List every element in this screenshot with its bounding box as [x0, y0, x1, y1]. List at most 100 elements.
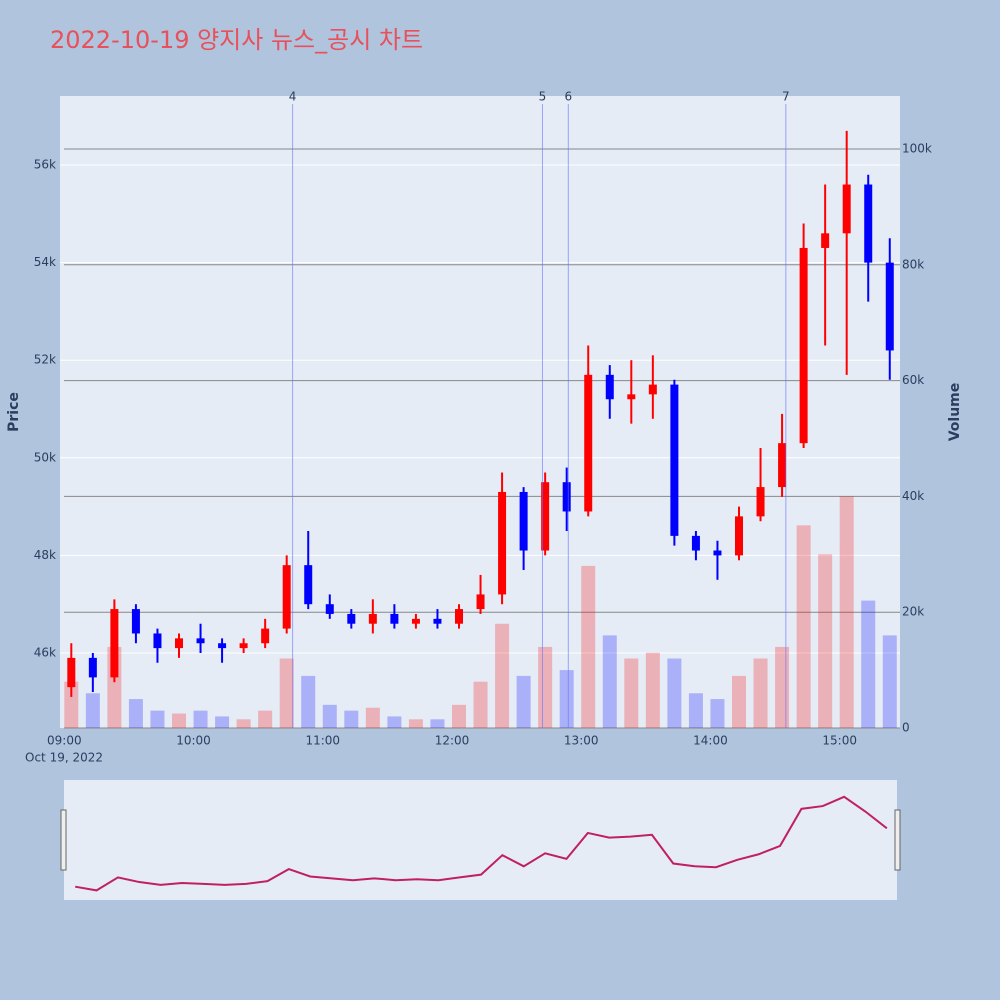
- y-tick-label: 54k: [34, 255, 56, 269]
- candle-body: [821, 233, 830, 248]
- y2-tick-label: 100k: [902, 141, 932, 155]
- candle-body: [799, 247, 808, 444]
- range-slider[interactable]: [64, 780, 897, 900]
- y-tick-label: 50k: [34, 450, 56, 464]
- candle-body: [282, 565, 291, 629]
- candle-body: [670, 384, 679, 536]
- candle-body: [196, 638, 205, 644]
- candle-body: [175, 638, 183, 649]
- candle-body: [411, 618, 420, 624]
- candle-body: [261, 628, 270, 644]
- candle-body: [304, 565, 313, 605]
- volume-bar: [818, 554, 833, 728]
- volume-bar: [753, 658, 768, 728]
- news-label: 4: [289, 90, 297, 104]
- volume-bar: [710, 699, 725, 728]
- candle-body: [541, 482, 550, 551]
- plot-area: [60, 96, 900, 728]
- volume-bar: [667, 658, 682, 728]
- candle-body: [368, 613, 377, 624]
- candle-body: [218, 643, 227, 649]
- chart-title: 2022-10-19 양지사 뉴스_공시 차트: [50, 26, 423, 54]
- candle-body: [110, 609, 119, 678]
- volume-bar: [215, 716, 230, 728]
- volume-bar: [85, 693, 100, 728]
- x-tick-label: 10:00: [176, 734, 211, 748]
- volume-bar: [516, 675, 531, 728]
- volume-bar: [452, 704, 466, 728]
- candle-body: [691, 535, 700, 551]
- y-tick-label: 52k: [34, 353, 56, 367]
- candle-body: [153, 633, 162, 649]
- volume-bar: [538, 646, 553, 728]
- volume-bar: [430, 719, 445, 728]
- x-date-label: Oct 19, 2022: [25, 751, 103, 765]
- news-label: 6: [564, 90, 572, 104]
- volume-bar: [150, 710, 165, 728]
- candle-body: [562, 482, 571, 512]
- range-handle[interactable]: [60, 809, 67, 871]
- range-handle[interactable]: [894, 809, 901, 871]
- x-tick-label: 09:00: [47, 734, 82, 748]
- volume-bar: [64, 681, 79, 728]
- x-tick-label: 11:00: [305, 734, 340, 748]
- candle-body: [347, 613, 356, 624]
- candle-body: [476, 594, 485, 610]
- volume-bar: [796, 525, 811, 728]
- candle-body: [88, 657, 97, 678]
- candle-body: [735, 516, 743, 556]
- volume-bar: [172, 713, 186, 728]
- y-tick-label: 46k: [34, 645, 56, 659]
- y2-tick-label: 40k: [902, 489, 924, 503]
- volume-bar: [473, 681, 488, 728]
- x-tick-label: 12:00: [435, 734, 470, 748]
- x-tick-label: 14:00: [693, 734, 728, 748]
- candle-body: [239, 643, 248, 649]
- candle-body: [584, 374, 593, 512]
- volume-bar: [495, 623, 510, 728]
- y-tick-label: 56k: [34, 158, 56, 172]
- volume-bar: [258, 710, 273, 728]
- volume-bar: [344, 710, 359, 728]
- y2-axis-title: Volume: [947, 383, 963, 442]
- news-label: 5: [539, 90, 547, 104]
- volume-bar: [301, 675, 316, 728]
- y2-tick-label: 80k: [902, 257, 924, 271]
- y2-tick-label: 0: [902, 721, 910, 735]
- volume-bar: [861, 600, 876, 728]
- volume-bar: [408, 719, 423, 728]
- volume-bar: [559, 670, 574, 728]
- candle-body: [627, 394, 636, 400]
- candle-body: [519, 491, 528, 551]
- x-tick-label: 13:00: [564, 734, 599, 748]
- candle-body: [498, 491, 507, 595]
- y2-tick-label: 20k: [902, 605, 924, 619]
- candle-body: [67, 657, 76, 688]
- candle-body: [131, 609, 140, 634]
- candle-body: [648, 384, 657, 395]
- candle-body: [864, 184, 873, 263]
- slider-line: [75, 795, 888, 892]
- candle-body: [756, 487, 765, 517]
- volume-bar: [645, 652, 660, 728]
- y2-tick-label: 60k: [902, 373, 924, 387]
- volume-bar: [236, 719, 251, 728]
- x-tick-label: 15:00: [822, 734, 857, 748]
- volume-bar: [775, 646, 790, 728]
- candle-body: [778, 443, 787, 488]
- volume-bar: [128, 699, 143, 728]
- volume-bar: [624, 658, 639, 728]
- volume-bar: [365, 707, 380, 728]
- volume-bar: [882, 635, 897, 728]
- volume-bar: [602, 635, 617, 728]
- candle-body: [455, 609, 463, 624]
- candle-body: [325, 604, 334, 614]
- volume-bar: [732, 675, 746, 728]
- candle-body: [605, 374, 614, 400]
- news-label: 7: [782, 90, 790, 104]
- volume-bar: [688, 693, 703, 728]
- y-axis-title: Price: [6, 392, 22, 432]
- volume-bar: [322, 704, 337, 728]
- candle-body: [885, 262, 894, 351]
